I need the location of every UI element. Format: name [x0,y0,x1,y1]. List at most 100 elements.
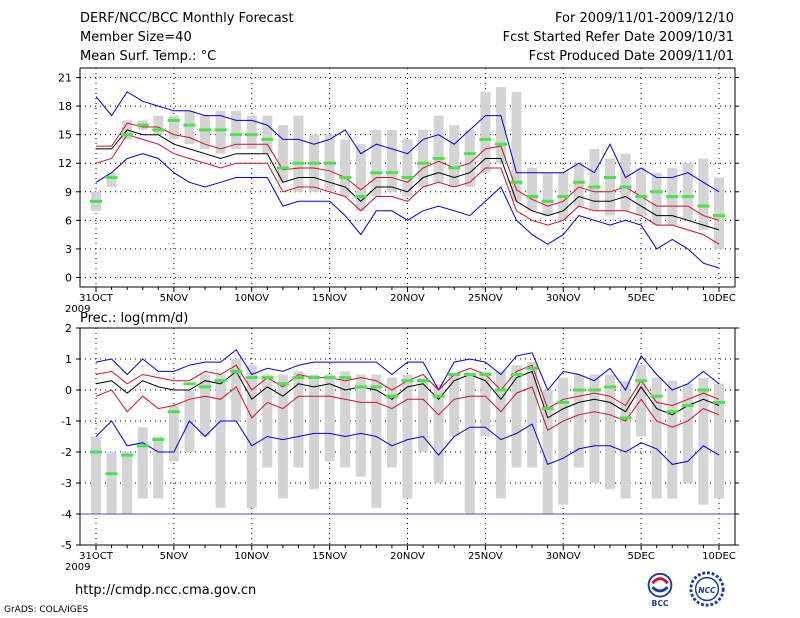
x-tick-label: 30NOV [546,293,581,304]
median-marker [557,400,570,404]
median-marker [245,376,258,380]
ensemble-box [200,374,211,437]
median-marker [230,369,243,373]
median-marker [121,133,134,137]
ensemble-box [480,371,491,437]
y-tick-label: 3 [65,243,72,256]
grads-credit: GrADS: COLA/IGES [4,605,89,615]
median-marker [572,180,585,184]
median-marker [479,373,492,376]
ensemble-box [511,91,522,202]
ensemble-box [589,148,600,211]
ensemble-box [371,374,382,508]
ensemble-box [682,163,693,221]
median-marker [136,123,149,127]
ensemble-box [636,365,647,437]
forecast-period: For 2009/11/01-2009/12/10 [555,11,734,26]
median-marker [619,416,632,420]
ensemble-box [168,405,179,462]
ensemble-box [511,365,522,468]
x-tick-label: 30NOV [546,551,581,562]
ensemble-box [433,383,444,483]
ensemble-box [682,383,693,483]
ensemble-box [137,427,148,499]
y-tick-label: 0 [65,271,72,284]
median-marker [572,388,585,392]
ensemble-box [495,87,506,164]
median-marker [713,400,725,404]
median-marker [385,394,398,398]
source-url[interactable]: http://cmdp.ncc.cma.gov.cn [75,583,257,598]
ensemble-box [324,374,335,462]
ensemble-box [464,129,475,188]
median-marker [448,166,461,170]
outer-lower-line [95,420,720,466]
median-marker [510,180,523,184]
ensemble-box [153,436,164,499]
ensemble-box [386,129,397,192]
median-marker [183,123,196,127]
median-marker [697,388,710,392]
ensemble-box [573,374,584,468]
ensemble-box [573,163,584,207]
x-tick-label: 20NOV [390,551,425,562]
median-marker [713,214,725,218]
ensemble-box [636,167,647,216]
median-marker [479,137,492,141]
ensemble-box [527,167,538,211]
median-marker [167,410,180,414]
median-marker [526,195,539,199]
ensemble-box [620,153,631,211]
median-marker [292,161,305,165]
inner-lower-line [95,134,720,245]
ensemble-box [418,129,429,188]
median-marker [199,128,212,132]
y-tick-label: -5 [61,539,72,552]
outer-upper-line [95,348,720,392]
ensemble-box [309,374,320,490]
ensemble-box [527,362,538,468]
median-marker [666,410,679,414]
median-marker [681,404,694,407]
ensemble-mean-line [96,129,720,231]
forecast-produced-date: Fcst Produced Date 2009/11/01 [528,49,734,64]
ensemble-box [449,374,460,437]
ensemble-box [433,115,444,183]
median-marker [308,376,321,380]
inner-lower-line [95,386,720,432]
ensemble-box [698,158,709,230]
y-tick-label: -2 [61,446,72,459]
median-marker [463,152,476,156]
ncc-logo-text: NCC [698,586,716,595]
median-marker [494,142,507,146]
ensemble-box [651,172,662,226]
ensemble-box [340,139,351,197]
x-tick-label: 10DEC [702,293,736,304]
ensemble-box [153,115,164,135]
median-marker [90,450,102,454]
median-marker [603,176,616,179]
y-tick-label: 18 [58,100,72,113]
ensemble-box [714,177,724,249]
bcc-logo: BCC [647,572,673,608]
x-tick-label: 31OCT [79,293,114,304]
precip-panel-title: Prec.: log(mm/d) [80,311,188,326]
median-marker [697,204,710,208]
y-tick-label: 15 [58,129,72,142]
ensemble-box [106,172,117,188]
y-tick-label: 21 [58,72,72,85]
x-tick-label: 10DEC [702,551,736,562]
ensemble-box [340,371,351,468]
ensemble-box [620,380,631,499]
ensemble-mean-line [95,370,720,419]
ensemble-box [418,377,429,452]
median-marker [230,133,243,137]
ensemble-box [495,371,506,499]
x-tick-label: 31OCT [79,551,114,562]
median-marker [635,379,648,383]
ensemble-box [231,110,242,149]
ensemble-box [277,125,288,183]
x-tick-label: 10NOV [234,293,269,304]
